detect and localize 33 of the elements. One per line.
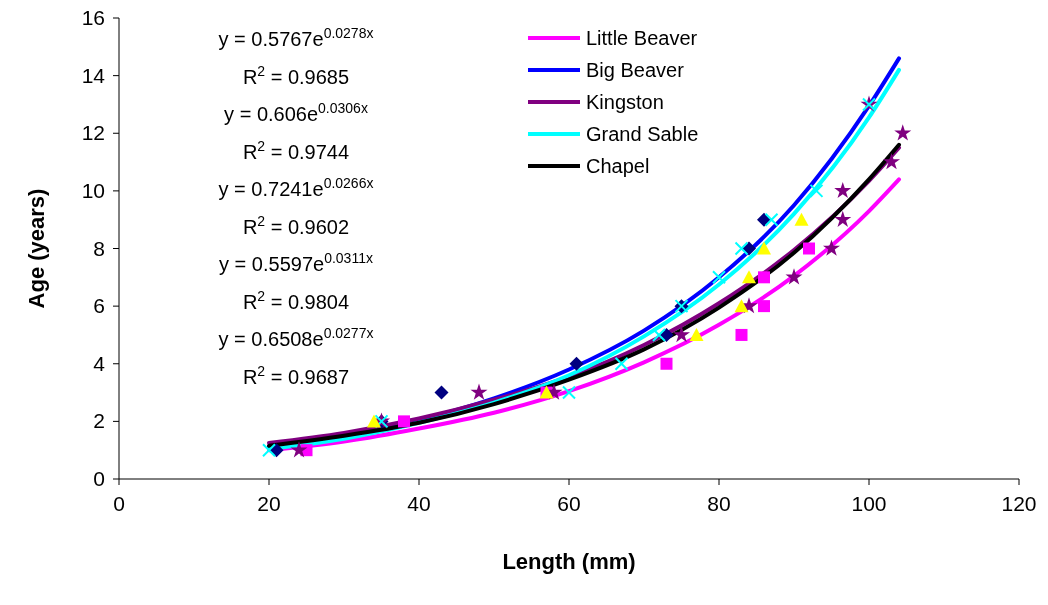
y-tick-label: 0 <box>93 467 105 490</box>
y-tick-label: 14 <box>81 63 106 87</box>
x-tick-label: 40 <box>407 492 431 515</box>
y-tick-label: 8 <box>93 236 105 260</box>
y-axis-title: Age (years) <box>24 188 49 309</box>
legend-label: Little Beaver <box>586 27 698 49</box>
annotation: R$^{2}$ = 0.9744 <box>242 137 350 163</box>
x-tick-label: 60 <box>557 492 581 515</box>
annotation: y = 0.606e$^{0.0306x}$ <box>224 100 368 125</box>
annotation: y = 0.5767e$^{0.0278x}$ <box>218 25 374 50</box>
y-tick-label: 2 <box>93 409 105 433</box>
y-tick-label: 4 <box>93 351 106 375</box>
annotation: y = 0.7241e$^{0.0266x}$ <box>218 175 374 200</box>
annotation: y = 0.5597e$^{0.0311x}$ <box>219 250 373 275</box>
annotation: R$^{2}$ = 0.9804 <box>242 287 350 313</box>
legend-label: Big Beaver <box>586 59 685 81</box>
legend-label: Chapel <box>586 155 650 177</box>
annotation: R$^{2}$ = 0.9602 <box>242 212 350 238</box>
x-tick-label: 120 <box>1001 492 1037 515</box>
x-tick-label: 0 <box>113 492 125 515</box>
legend-label: Grand Sable <box>586 123 699 145</box>
x-tick-label: 80 <box>707 492 731 515</box>
x-tick-label: 100 <box>851 492 887 515</box>
annotation: y = 0.6508e$^{0.0277x}$ <box>218 325 374 350</box>
annotation: R$^{2}$ = 0.9687 <box>242 362 350 388</box>
y-tick-label: 12 <box>81 121 105 145</box>
y-tick-label: 6 <box>93 294 105 318</box>
y-tick-label: 16 <box>81 6 105 29</box>
y-tick-label: 10 <box>81 178 105 202</box>
legend-label: Kingston <box>586 91 664 113</box>
x-tick-label: 20 <box>257 492 281 515</box>
annotation: R$^{2}$ = 0.9685 <box>242 62 350 88</box>
x-axis-title: Length (mm) <box>502 549 636 574</box>
